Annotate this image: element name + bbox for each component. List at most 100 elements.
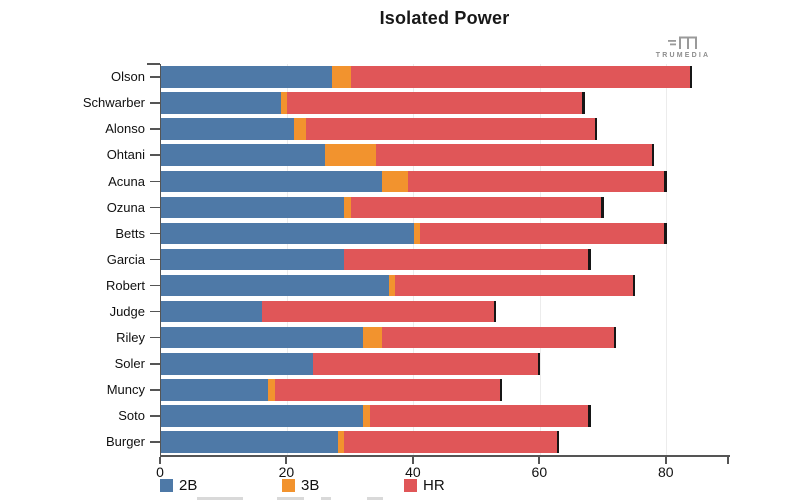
chart-title: Isolated Power [379,8,510,28]
bar-segment-hr[interactable] [312,353,541,375]
x-axis-tick-label: 80 [657,464,674,480]
x-axis-tick-label: 20 [278,464,295,480]
bar-segment-hr[interactable] [382,326,617,349]
bar-endcap [689,66,693,88]
bar-segment-2b[interactable] [161,274,389,297]
category-label: Betts [115,225,145,241]
bar-segment-hr[interactable] [306,118,598,140]
category-label: Judge [109,303,145,319]
x-axis-end-tick [727,457,729,464]
bar-row: Robert [106,274,730,297]
gridline [666,64,668,455]
bar-segment-3b[interactable] [331,66,351,88]
trumedia-logo: TRUMEDIA [646,33,720,59]
bar-endcap [594,118,598,140]
bar-endcap [651,144,655,166]
legend-item-2b[interactable]: 2B [160,477,220,495]
bar-segment-hr[interactable] [287,92,585,114]
bar-row: Judge [110,300,730,323]
bar-segment-2b[interactable] [161,92,282,114]
legend-label: 2B [179,477,198,494]
x-axis-tick [411,457,414,464]
plot-area: Olson Schwarber Alonso Ohtani Acuna Ozuna Bett… [83,63,730,457]
category-tick [150,389,160,391]
bar-endcap [588,248,591,271]
bar-segment-hr[interactable] [394,274,636,297]
category-label: Soto [118,408,145,424]
bar-endcap [556,431,560,453]
bar-row: Garcia [107,248,730,271]
category-tick [150,441,160,443]
category-tick [150,258,160,261]
x-axis: 0 20 40 60 80 [156,457,729,493]
bar-segment-2b[interactable] [161,196,345,219]
category-tick [150,102,160,104]
legend-swatch [282,479,295,492]
category-label: Ozuna [106,199,145,215]
category-tick [150,284,160,287]
category-label: Soler [114,356,145,372]
bar-segment-2b[interactable] [161,300,263,323]
bar-row: Burger [106,431,730,453]
category-tick [150,336,160,339]
category-tick [150,76,160,78]
bar-segment-3b[interactable] [268,379,275,401]
bar-segment-2b[interactable] [161,431,339,453]
bar-row: Betts [115,222,730,245]
bar-segment-3b[interactable] [413,222,421,245]
legend-label: HR [423,477,445,494]
bar-segment-2b[interactable] [161,405,364,427]
legend-label: 3B [301,477,320,494]
x-axis-tick [159,457,161,464]
bar-segment-2b[interactable] [161,222,414,245]
bar-row: Acuna [108,170,730,193]
bar-segment-3b[interactable] [281,92,288,114]
cropped-footer-text [367,497,383,500]
bar-segment-2b[interactable] [161,248,345,271]
legend-swatch [404,479,417,492]
category-label: Acuna [108,173,145,189]
bar-segment-3b[interactable] [363,326,383,349]
bar-segment-hr[interactable] [420,222,667,245]
bar-segment-3b[interactable] [325,144,376,166]
x-axis-tick-label: 40 [405,464,421,480]
bar-segment-2b[interactable] [161,353,313,375]
bar-segment-3b[interactable] [388,274,395,297]
bar-row: Alonso [105,118,730,140]
category-tick [150,310,160,313]
bar-endcap [601,196,604,219]
bar-row: Schwarber [83,92,730,114]
category-tick [150,232,160,235]
bar-segment-hr[interactable] [369,405,591,427]
bar-segment-3b[interactable] [382,170,408,193]
category-label: Garcia [106,251,145,267]
bar-segment-hr[interactable] [344,431,560,453]
bar-segment-2b[interactable] [161,66,332,88]
bar-segment-3b[interactable] [344,196,351,219]
trumedia-logo-text: TRUMEDIA [655,52,711,59]
bar-segment-2b[interactable] [161,118,294,140]
legend-item-3b[interactable]: 3B [282,477,342,495]
bar-segment-2b[interactable] [161,326,364,349]
legend: 2B 3B HR [160,477,660,497]
bar-segment-hr[interactable] [262,300,497,323]
category-tick [150,154,160,156]
bar-segment-hr[interactable] [375,144,655,166]
bar-segment-2b[interactable] [161,144,326,166]
bar-segment-hr[interactable] [350,66,693,88]
bar-segment-hr[interactable] [407,170,667,193]
bar-segment-3b[interactable] [338,431,345,453]
bar-endcap [632,274,636,297]
bar-row: Muncy [107,379,730,401]
bar-segment-3b[interactable] [363,405,370,427]
bar-row: Riley [116,326,730,349]
bar-segment-hr[interactable] [350,196,604,219]
bar-segment-hr[interactable] [274,379,503,401]
bar-segment-hr[interactable] [344,248,591,271]
bar-segment-2b[interactable] [161,170,383,193]
bar-segment-3b[interactable] [293,118,307,140]
legend-item-hr[interactable]: HR [404,477,464,495]
bar-endcap [664,170,667,193]
bar-segment-2b[interactable] [161,379,269,401]
bar-endcap [499,379,503,401]
